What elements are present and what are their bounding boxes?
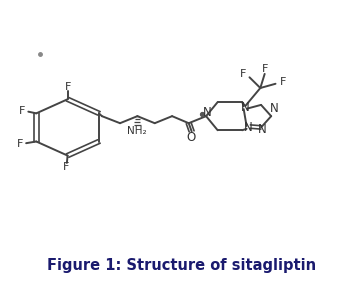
Text: F: F [64,82,71,93]
Text: N: N [258,123,267,136]
Text: F: F [280,77,286,87]
Text: F: F [262,65,269,74]
Text: N: N [270,102,278,115]
Text: N: N [203,106,212,119]
Text: NH₂: NH₂ [127,127,147,136]
Text: N: N [241,102,249,115]
Text: F: F [240,69,246,79]
Text: F: F [17,139,23,149]
Text: O: O [186,131,196,144]
Text: N: N [244,121,252,134]
Text: F: F [62,162,69,172]
Text: Figure 1: Structure of sitagliptin: Figure 1: Structure of sitagliptin [47,258,316,273]
Text: F: F [19,106,26,115]
